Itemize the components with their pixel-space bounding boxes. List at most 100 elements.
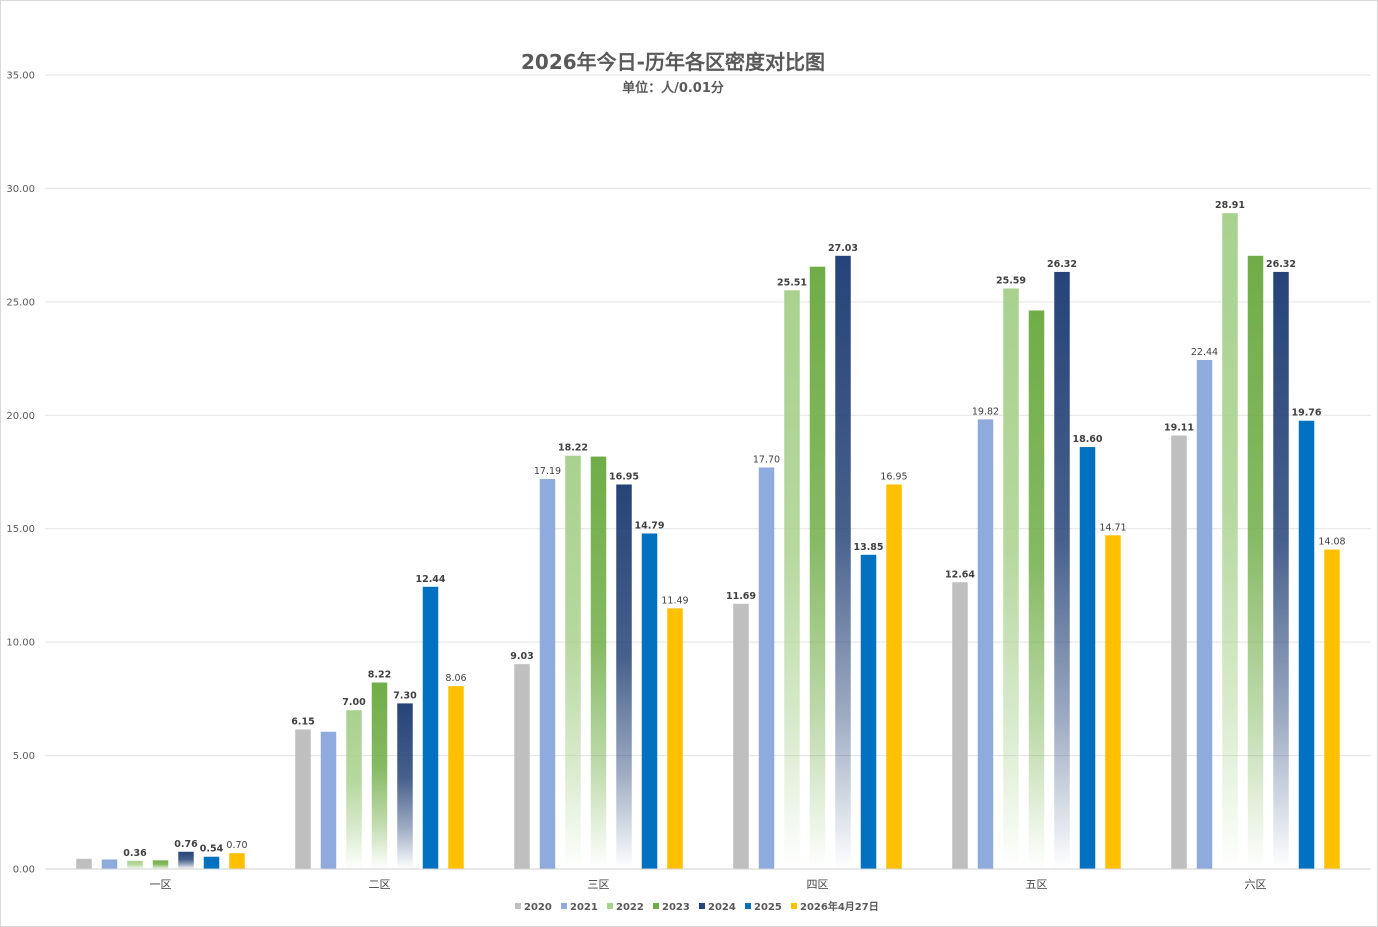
bar xyxy=(784,290,800,869)
legend-label: 2026年4月27日 xyxy=(800,900,879,913)
data-label: 28.91 xyxy=(1215,200,1245,211)
x-tick-label: 四区 xyxy=(807,878,829,891)
y-tick-label: 30.00 xyxy=(6,184,35,195)
bar xyxy=(1054,271,1070,869)
data-label: 19.82 xyxy=(972,406,999,417)
x-tick-label: 五区 xyxy=(1026,878,1048,891)
data-label: 25.59 xyxy=(996,275,1026,286)
bar xyxy=(952,582,968,869)
bar xyxy=(178,851,194,869)
data-label: 11.49 xyxy=(661,595,688,606)
data-label: 19.11 xyxy=(1164,422,1194,433)
x-tick-label: 一区 xyxy=(150,878,172,891)
bars xyxy=(76,213,1340,870)
bar xyxy=(1105,535,1121,869)
data-label: 9.03 xyxy=(510,651,533,662)
gridlines xyxy=(45,74,1371,757)
x-tick-label: 三区 xyxy=(588,878,610,891)
data-label: 19.76 xyxy=(1291,408,1321,419)
legend-label: 2023 xyxy=(662,902,690,913)
legend-label: 2020 xyxy=(524,902,552,913)
data-label: 14.71 xyxy=(1099,522,1126,533)
data-label: 18.22 xyxy=(558,443,588,454)
bar xyxy=(1196,359,1213,869)
x-tick-label: 二区 xyxy=(369,878,391,891)
bar xyxy=(1171,435,1187,869)
data-label: 12.44 xyxy=(415,574,445,585)
data-label: 17.19 xyxy=(534,466,561,477)
legend-swatch xyxy=(791,903,797,909)
bar xyxy=(76,858,92,869)
legend-label: 2025 xyxy=(754,902,782,913)
bar xyxy=(371,682,388,869)
bar xyxy=(320,731,337,869)
data-label: 14.79 xyxy=(634,520,664,531)
bar xyxy=(1003,288,1019,870)
y-tick-label: 20.00 xyxy=(6,411,35,422)
legend-label: 2021 xyxy=(570,902,598,913)
bar xyxy=(101,859,118,869)
data-label: 25.51 xyxy=(777,277,807,288)
data-label: 0.70 xyxy=(226,840,247,851)
data-label: 11.69 xyxy=(726,591,756,602)
data-label: 26.32 xyxy=(1266,259,1296,270)
legend-label: 2022 xyxy=(616,902,644,913)
data-label: 12.64 xyxy=(945,569,975,580)
bar xyxy=(641,533,658,869)
bar xyxy=(295,729,311,869)
bar xyxy=(127,860,143,869)
y-tick-label: 25.00 xyxy=(6,297,35,308)
bar xyxy=(514,664,530,869)
y-tick-label: 5.00 xyxy=(13,751,35,762)
data-label: 0.54 xyxy=(200,844,224,855)
bar xyxy=(422,586,439,869)
y-tick-label: 0.00 xyxy=(13,865,35,876)
data-label: 7.00 xyxy=(342,697,366,708)
y-tick-label: 15.00 xyxy=(6,524,35,535)
bar xyxy=(733,603,749,869)
bar xyxy=(539,479,556,869)
bar xyxy=(1298,420,1315,869)
data-label: 18.60 xyxy=(1072,434,1102,445)
legend-swatch xyxy=(653,903,659,909)
bar xyxy=(616,484,632,869)
bar xyxy=(203,856,220,869)
data-label: 17.70 xyxy=(753,454,780,465)
data-labels: 0.36 0.76 0.54 0.70 6.15 7.00 8.227.30 12.44 8.0… xyxy=(123,200,1345,859)
data-label: 14.08 xyxy=(1318,537,1345,548)
bar xyxy=(1324,549,1340,869)
legend-swatch xyxy=(699,903,705,909)
bar xyxy=(667,608,683,869)
bar xyxy=(1273,271,1289,869)
bar xyxy=(152,860,169,869)
legend-label: 2024 xyxy=(708,902,736,913)
data-label: 0.36 xyxy=(123,848,147,859)
bar xyxy=(886,484,902,869)
chart-subtitle: 单位：人/0.01分 xyxy=(622,80,724,96)
bar xyxy=(1028,310,1045,869)
bar xyxy=(1079,447,1096,869)
y-tick-label: 10.00 xyxy=(6,638,35,649)
bar xyxy=(1247,255,1264,869)
bar xyxy=(860,554,877,869)
bar xyxy=(346,710,362,869)
y-tick-label: 35.00 xyxy=(6,71,35,82)
legend-swatch xyxy=(561,903,567,909)
bar xyxy=(977,419,994,869)
bar xyxy=(565,455,581,869)
bar xyxy=(590,456,607,869)
bar xyxy=(835,255,851,869)
legend-swatch xyxy=(607,903,613,909)
bar xyxy=(448,686,464,869)
data-label: 13.85 xyxy=(853,542,883,553)
bar xyxy=(758,467,775,869)
chart-title: 2026年今日-历年各区密度对比图 xyxy=(521,50,825,74)
data-label: 7.30 xyxy=(393,690,417,701)
x-tick-label: 六区 xyxy=(1245,878,1267,891)
axes: 0.00 5.00 10.00 15.00 20.00 25.00 30.00 35.00 一区… xyxy=(6,71,1371,891)
data-label: 27.03 xyxy=(828,243,858,254)
bar xyxy=(809,266,826,869)
data-label: 0.76 xyxy=(174,839,198,850)
